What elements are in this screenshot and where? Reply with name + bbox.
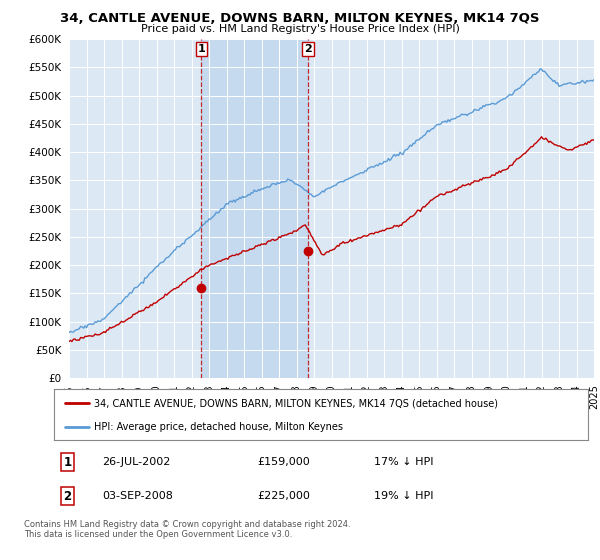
- Text: 2: 2: [63, 490, 71, 503]
- Text: 19% ↓ HPI: 19% ↓ HPI: [374, 491, 434, 501]
- Text: HPI: Average price, detached house, Milton Keynes: HPI: Average price, detached house, Milt…: [94, 422, 343, 432]
- Text: 34, CANTLE AVENUE, DOWNS BARN, MILTON KEYNES, MK14 7QS: 34, CANTLE AVENUE, DOWNS BARN, MILTON KE…: [60, 12, 540, 25]
- Text: 2: 2: [304, 44, 312, 54]
- Text: £225,000: £225,000: [257, 491, 310, 501]
- Text: 26-JUL-2002: 26-JUL-2002: [102, 457, 170, 467]
- Text: £159,000: £159,000: [257, 457, 310, 467]
- Bar: [202, 39, 308, 378]
- Text: 1: 1: [63, 456, 71, 469]
- Text: Contains HM Land Registry data © Crown copyright and database right 2024.
This d: Contains HM Land Registry data © Crown c…: [24, 520, 350, 539]
- Text: 34, CANTLE AVENUE, DOWNS BARN, MILTON KEYNES, MK14 7QS (detached house): 34, CANTLE AVENUE, DOWNS BARN, MILTON KE…: [94, 398, 498, 408]
- Text: 03-SEP-2008: 03-SEP-2008: [102, 491, 173, 501]
- Text: 1: 1: [197, 44, 205, 54]
- Text: 17% ↓ HPI: 17% ↓ HPI: [374, 457, 434, 467]
- Text: Price paid vs. HM Land Registry's House Price Index (HPI): Price paid vs. HM Land Registry's House …: [140, 24, 460, 34]
